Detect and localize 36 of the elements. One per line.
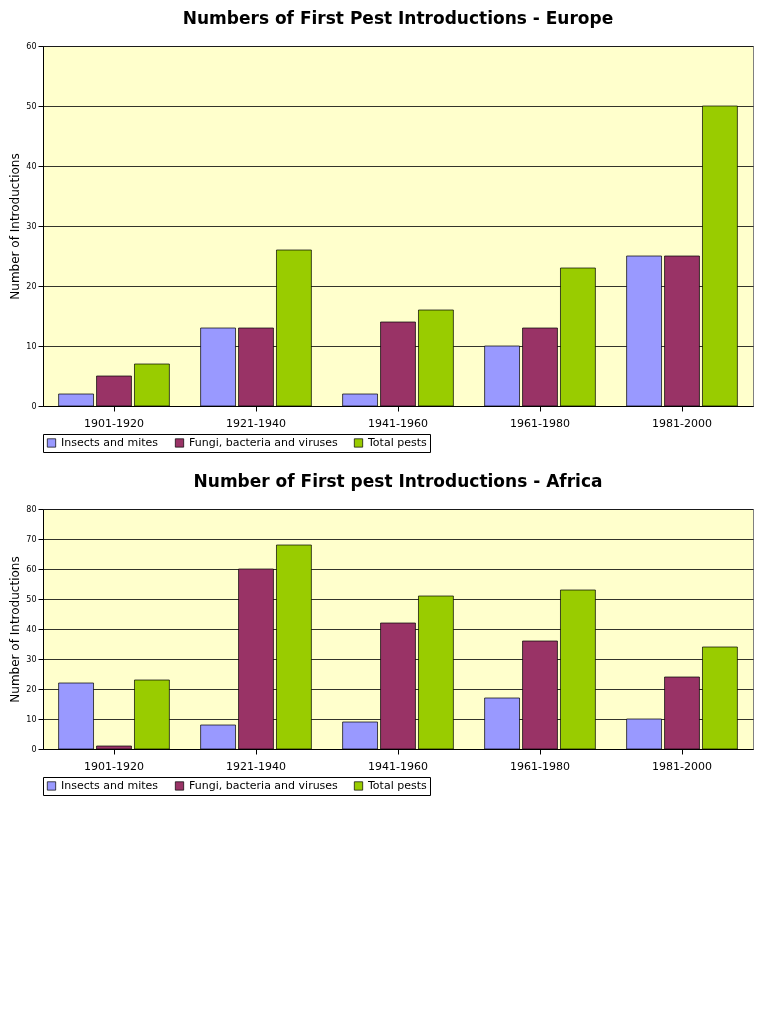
x-tick-label: 1961-1980: [510, 416, 570, 430]
y-tick-label: 20: [26, 684, 37, 694]
chart-title: Number of First pest Introductions - Africa: [193, 471, 603, 491]
y-tick-label: 0: [31, 401, 37, 411]
legend-label: Total pests: [367, 778, 427, 792]
chart-title: Numbers of First Pest Introductions - Europe: [182, 8, 614, 28]
y-tick-label: 50: [26, 101, 37, 111]
y-tick-label: 20: [26, 281, 37, 291]
y-tick-label: 40: [26, 624, 37, 634]
x-tick-label: 1921-1940: [226, 759, 286, 773]
y-tick-label: 30: [26, 221, 37, 231]
x-tick-label: 1961-1980: [510, 759, 570, 773]
y-axis-title: Number of Introductions: [8, 556, 23, 703]
legend-label: Fungi, bacteria and viruses: [189, 435, 339, 449]
y-tick-label: 0: [31, 744, 37, 754]
y-tick-label: 60: [26, 41, 37, 51]
y-tick-label: 50: [26, 594, 37, 604]
y-tick-label: 10: [26, 714, 37, 724]
x-tick-label: 1941-1960: [368, 416, 428, 430]
legend-label: Fungi, bacteria and viruses: [189, 778, 339, 792]
legend-label: Insects and mites: [61, 435, 159, 449]
y-tick-label: 40: [26, 161, 37, 171]
x-tick-label: 1981-2000: [652, 416, 712, 430]
x-tick-label: 1901-1920: [84, 759, 144, 773]
x-tick-label: 1901-1920: [84, 416, 144, 430]
x-tick-label: 1981-2000: [652, 759, 712, 773]
x-tick-label: 1941-1960: [368, 759, 428, 773]
y-tick-label: 70: [26, 534, 37, 544]
y-tick-label: 80: [26, 504, 37, 514]
x-tick-label: 1921-1940: [226, 416, 286, 430]
y-tick-label: 10: [26, 341, 37, 351]
legend-label: Total pests: [367, 435, 427, 449]
y-tick-label: 30: [26, 654, 37, 664]
y-axis-title: Number of Introductions: [8, 153, 23, 300]
legend-label: Insects and mites: [61, 778, 159, 792]
y-tick-label: 60: [26, 564, 37, 574]
